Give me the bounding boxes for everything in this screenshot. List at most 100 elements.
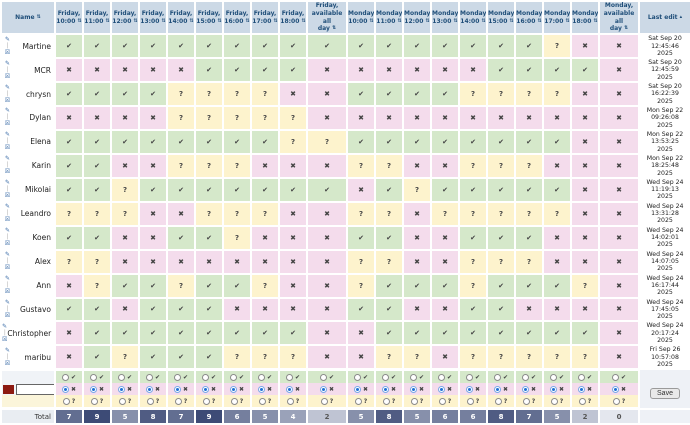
- entry-radio-yes[interactable]: [229, 373, 237, 381]
- column-header-slot-8[interactable]: Friday, 18:00 ⇅: [278, 0, 308, 36]
- edit-icon[interactable]: ✎: [4, 131, 11, 139]
- entry-radio-yes[interactable]: [493, 373, 501, 381]
- entry-radio-no[interactable]: [437, 385, 445, 393]
- vote-cell: ✔: [374, 272, 404, 299]
- save-button[interactable]: Save: [650, 387, 680, 399]
- delete-icon[interactable]: ☒: [4, 120, 11, 128]
- entry-radio-yes[interactable]: [353, 373, 361, 381]
- entry-radio-yes[interactable]: [465, 373, 473, 381]
- entry-radio-yes[interactable]: [549, 373, 557, 381]
- column-header-slot-13[interactable]: Monday, 13:00 ⇅: [430, 0, 460, 36]
- column-header-slot-9[interactable]: Friday, available all day ⇅: [306, 0, 348, 36]
- column-header-slot-3[interactable]: Friday, 13:00 ⇅: [138, 0, 168, 36]
- color-swatch[interactable]: [3, 384, 14, 394]
- edit-icon[interactable]: ✎: [4, 83, 11, 91]
- entry-radio-yes[interactable]: [437, 373, 445, 381]
- column-header-slot-4[interactable]: Friday, 14:00 ⇅: [166, 0, 196, 36]
- column-header-slot-7[interactable]: Friday, 17:00 ⇅: [250, 0, 280, 36]
- entry-radio-no[interactable]: [285, 385, 293, 393]
- edit-icon[interactable]: ✎: [4, 298, 11, 306]
- entry-radio-yes[interactable]: [173, 373, 181, 381]
- entry-radio-no[interactable]: [145, 385, 153, 393]
- column-header-slot-12[interactable]: Monday, 12:00 ⇅: [402, 0, 432, 36]
- entry-radio-yes[interactable]: [89, 373, 97, 381]
- entry-radio-yes[interactable]: [61, 373, 69, 381]
- edit-icon[interactable]: ✎: [4, 179, 11, 187]
- last-edit-timestamp: Fri Sep 26 10:57:08 2025: [638, 344, 690, 371]
- column-header-slot-17[interactable]: Monday, 17:00 ⇅: [542, 0, 572, 36]
- delete-icon[interactable]: ☒: [4, 264, 11, 272]
- sort-icon: ⇅: [565, 17, 570, 24]
- entry-radio-no[interactable]: [577, 385, 585, 393]
- column-header-slot-19[interactable]: Monday, available all day ⇅: [598, 0, 640, 36]
- entry-radio-yes[interactable]: [117, 373, 125, 381]
- edit-icon[interactable]: ✎: [2, 322, 8, 330]
- entry-radio-yes[interactable]: [319, 373, 327, 381]
- entry-radio-yes[interactable]: [145, 373, 153, 381]
- column-header-slot-14[interactable]: Monday, 14:00 ⇅: [458, 0, 488, 36]
- edit-icon[interactable]: ✎: [4, 35, 11, 43]
- entry-radio-no[interactable]: [493, 385, 501, 393]
- column-header-slot-6[interactable]: Friday, 16:00 ⇅: [222, 0, 252, 36]
- edit-icon[interactable]: ✎: [4, 203, 11, 211]
- delete-icon[interactable]: ☒: [4, 311, 11, 319]
- edit-icon[interactable]: ✎: [4, 155, 11, 163]
- column-header-slot-2[interactable]: Friday, 12:00 ⇅: [110, 0, 140, 36]
- delete-icon[interactable]: ☒: [4, 144, 11, 152]
- entry-option-band-no: ✖: [573, 383, 597, 396]
- delete-icon[interactable]: ☒: [4, 72, 11, 80]
- edit-icon[interactable]: ✎: [4, 251, 11, 259]
- delete-icon[interactable]: ☒: [4, 240, 11, 248]
- column-header-slot-5[interactable]: Friday, 15:00 ⇅: [194, 0, 224, 36]
- column-header-slot-1[interactable]: Friday, 11:00 ⇅: [82, 0, 112, 36]
- entry-radio-yes[interactable]: [285, 373, 293, 381]
- entry-radio-no[interactable]: [611, 385, 619, 393]
- entry-radio-yes[interactable]: [257, 373, 265, 381]
- entry-radio-no[interactable]: [173, 385, 181, 393]
- entry-radio-yes[interactable]: [577, 373, 585, 381]
- delete-icon[interactable]: ☒: [4, 359, 11, 367]
- column-header-slot-15[interactable]: Monday, 15:00 ⇅: [486, 0, 516, 36]
- entry-radio-no[interactable]: [89, 385, 97, 393]
- entry-radio-no[interactable]: [257, 385, 265, 393]
- entry-radio-no[interactable]: [319, 385, 327, 393]
- column-header-slot-10[interactable]: Monday, 10:00 ⇅: [346, 0, 376, 36]
- entry-radio-yes[interactable]: [409, 373, 417, 381]
- column-header-line: Friday,: [281, 9, 305, 17]
- vote-cell: ✔: [514, 176, 544, 203]
- column-header-slot-11[interactable]: Monday, 11:00 ⇅: [374, 0, 404, 36]
- entry-radio-no[interactable]: [465, 385, 473, 393]
- column-header-slot-18[interactable]: Monday, 18:00 ⇅: [570, 0, 600, 36]
- edit-icon[interactable]: ✎: [4, 59, 11, 67]
- entry-radio-no[interactable]: [549, 385, 557, 393]
- entry-radio-no[interactable]: [201, 385, 209, 393]
- entry-radio-yes[interactable]: [201, 373, 209, 381]
- entry-radio-yes[interactable]: [381, 373, 389, 381]
- entry-radio-no[interactable]: [521, 385, 529, 393]
- entry-radio-no[interactable]: [381, 385, 389, 393]
- entry-radio-yes[interactable]: [521, 373, 529, 381]
- name-column-header[interactable]: Name ⇅: [0, 0, 56, 36]
- entry-radio-no[interactable]: [61, 385, 69, 393]
- edit-icon[interactable]: ✎: [4, 275, 11, 283]
- entry-radio-no[interactable]: [229, 385, 237, 393]
- edit-icon[interactable]: ✎: [4, 107, 11, 115]
- poll-table-body: ✎ │ ☒ Martine ✔ ✔ ✔ ✔ ✔ ✔ ✔ ✔ ✔ ✔ ✔ ✔ ✔ ✔ ✔ ✔ ✔? ✖ ✖ Sat Sep 20…: [0, 33, 690, 425]
- edit-icon[interactable]: ✎: [4, 346, 11, 354]
- column-header-slot-16[interactable]: Monday, 16:00 ⇅: [514, 0, 544, 36]
- delete-icon[interactable]: ☒: [4, 216, 11, 224]
- entry-radio-yes[interactable]: [611, 373, 619, 381]
- entry-radio-no[interactable]: [409, 385, 417, 393]
- delete-icon[interactable]: ☒: [4, 48, 11, 56]
- entry-radio-no[interactable]: [353, 385, 361, 393]
- edit-icon[interactable]: ✎: [4, 227, 11, 235]
- column-header-slot-0[interactable]: Friday, 10:00 ⇅: [54, 0, 84, 36]
- delete-icon[interactable]: ☒: [4, 192, 11, 200]
- new-entry-name-input[interactable]: [16, 383, 53, 395]
- delete-icon[interactable]: ☒: [4, 168, 11, 176]
- delete-icon[interactable]: ☒: [2, 335, 8, 343]
- entry-radio-no[interactable]: [117, 385, 125, 393]
- delete-icon[interactable]: ☒: [4, 96, 11, 104]
- delete-icon[interactable]: ☒: [4, 288, 11, 296]
- last-edit-column-header[interactable]: Last edit ▴: [638, 0, 690, 36]
